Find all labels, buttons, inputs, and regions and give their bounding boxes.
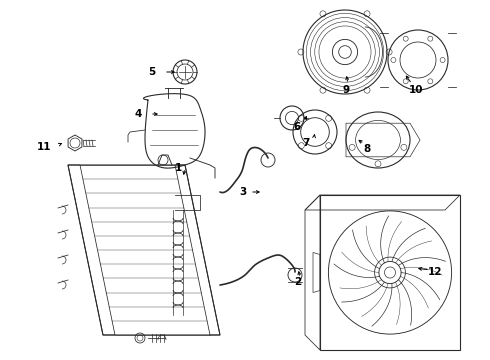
Text: 3: 3 [240,187,246,197]
Text: 11: 11 [37,142,51,152]
Text: 4: 4 [134,109,142,119]
Text: 10: 10 [409,85,423,95]
Text: 9: 9 [343,85,349,95]
Text: 2: 2 [294,277,302,287]
Text: 12: 12 [428,267,442,277]
Text: 5: 5 [148,67,156,77]
Text: 1: 1 [174,163,182,173]
Text: 6: 6 [294,122,301,132]
Text: 8: 8 [364,144,370,154]
Text: 7: 7 [302,138,310,148]
